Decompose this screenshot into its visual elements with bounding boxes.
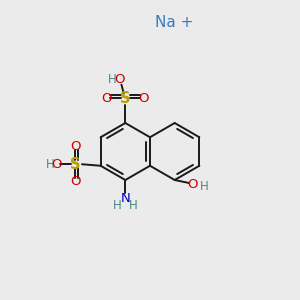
Text: H: H xyxy=(108,73,117,86)
Text: O: O xyxy=(139,92,149,105)
Text: H: H xyxy=(129,199,138,212)
Text: Na +: Na + xyxy=(155,15,193,30)
Text: O: O xyxy=(70,140,80,153)
Text: O: O xyxy=(188,178,198,191)
Text: S: S xyxy=(120,91,130,106)
Text: N: N xyxy=(120,191,130,205)
Text: O: O xyxy=(70,175,80,188)
Text: O: O xyxy=(114,73,124,86)
Text: H: H xyxy=(112,199,121,212)
Text: O: O xyxy=(101,92,112,105)
Text: H: H xyxy=(46,158,55,171)
Text: H: H xyxy=(200,180,208,194)
Text: S: S xyxy=(70,157,80,172)
Text: O: O xyxy=(51,158,62,171)
